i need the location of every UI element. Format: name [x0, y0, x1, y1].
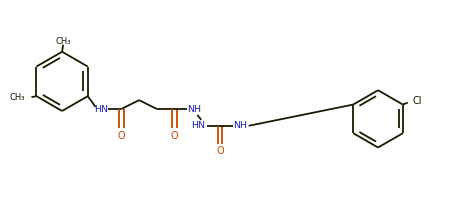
- Text: Cl: Cl: [413, 96, 422, 106]
- Text: O: O: [216, 147, 224, 156]
- Text: NH: NH: [233, 121, 247, 130]
- Text: HN: HN: [191, 121, 205, 130]
- Text: O: O: [117, 131, 125, 141]
- Text: HN: HN: [95, 104, 109, 113]
- Text: CH₃: CH₃: [9, 93, 24, 102]
- Text: NH: NH: [188, 104, 202, 113]
- Text: O: O: [171, 131, 178, 141]
- Text: CH₃: CH₃: [55, 37, 71, 46]
